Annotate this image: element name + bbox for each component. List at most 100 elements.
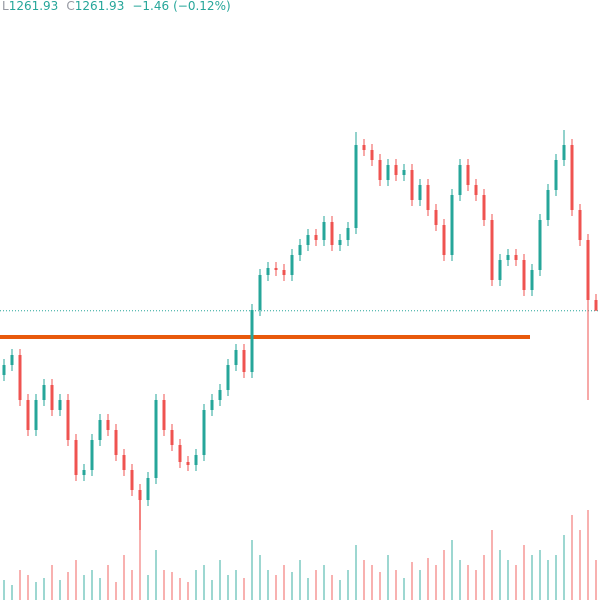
volume-bar: [107, 565, 109, 600]
candle-body: [370, 150, 374, 160]
candle-body: [34, 400, 38, 430]
volume-bar: [507, 560, 509, 600]
volume-bar: [123, 555, 125, 600]
candle-body: [394, 165, 398, 175]
volume-bar: [139, 500, 141, 600]
volume-bar: [483, 555, 485, 600]
volume-bar: [435, 565, 437, 600]
volume-bar: [547, 560, 549, 600]
volume-bar: [427, 558, 429, 600]
volume-bar: [155, 550, 157, 600]
candle-body: [490, 220, 494, 280]
candle-body: [82, 470, 86, 475]
volume-bar: [323, 565, 325, 600]
volume-bar: [35, 582, 37, 600]
volume-bar: [467, 565, 469, 600]
volume-bar: [99, 578, 101, 600]
candle-body: [170, 430, 174, 445]
volume-bar: [19, 570, 21, 600]
volume-bar: [187, 582, 189, 600]
volume-bar: [91, 570, 93, 600]
volume-bar: [275, 575, 277, 600]
candles: [2, 130, 598, 530]
volume-bar: [43, 578, 45, 600]
volume-bar: [267, 570, 269, 600]
volume-pane: [3, 500, 597, 600]
volume-bar: [235, 570, 237, 600]
volume-bar: [347, 570, 349, 600]
volume-bar: [307, 578, 309, 600]
volume-bar: [203, 565, 205, 600]
volume-bar: [491, 530, 493, 600]
volume-bar: [283, 565, 285, 600]
candle-body: [570, 145, 574, 210]
candle-body: [594, 300, 598, 311]
candle-body: [50, 385, 54, 410]
volume-bar: [171, 572, 173, 600]
volume-bar: [555, 555, 557, 600]
volume-bar: [443, 550, 445, 600]
candle-body: [186, 462, 190, 465]
volume-bar: [195, 570, 197, 600]
volume-bar: [27, 575, 29, 600]
volume-bar: [411, 562, 413, 600]
candle-body: [522, 260, 526, 290]
volume-bar: [571, 515, 573, 600]
candle-body: [514, 255, 518, 260]
overlay-lines: [0, 310, 600, 339]
candle-body: [58, 400, 62, 410]
candle-body: [338, 240, 342, 245]
volume-bar: [3, 580, 5, 600]
candle-body: [146, 478, 150, 500]
volume-bar: [395, 570, 397, 600]
volume-bar: [251, 540, 253, 600]
candle-body: [426, 185, 430, 210]
volume-bar: [595, 560, 597, 600]
candle-body: [482, 195, 486, 220]
candle-body: [42, 385, 46, 400]
volume-bar: [315, 570, 317, 600]
candle-body: [282, 270, 286, 275]
candle-body: [434, 210, 438, 225]
volume-bar: [339, 580, 341, 600]
volume-bar: [499, 550, 501, 600]
candle-body: [130, 470, 134, 490]
candle-body: [26, 400, 30, 430]
candle-body: [554, 160, 558, 190]
candle-body: [386, 165, 390, 180]
candle-body: [322, 222, 326, 240]
volume-bar: [291, 572, 293, 600]
volume-bar: [459, 560, 461, 600]
volume-bar: [11, 585, 13, 600]
candle-body: [242, 350, 246, 372]
candle-body: [234, 350, 238, 365]
volume-bar: [59, 580, 61, 600]
candle-body: [274, 268, 278, 270]
candle-body: [226, 365, 230, 390]
volume-bar: [403, 578, 405, 600]
candle-body: [2, 365, 6, 375]
volume-bar: [371, 565, 373, 600]
candle-body: [10, 355, 14, 365]
volume-bar: [243, 578, 245, 600]
volume-bar: [227, 575, 229, 600]
change: −1.46: [132, 0, 169, 13]
volume-bar: [475, 570, 477, 600]
volume-bar: [515, 565, 517, 600]
candle-body: [178, 445, 182, 462]
candle-body: [210, 400, 214, 410]
volume-bar: [451, 540, 453, 600]
candle-body: [218, 390, 222, 400]
candle-body: [586, 240, 590, 300]
volume-bar: [179, 578, 181, 600]
candle-body: [578, 210, 582, 240]
candle-body: [98, 420, 102, 440]
volume-bar: [299, 560, 301, 600]
volume-bar: [259, 555, 261, 600]
volume-bar: [115, 582, 117, 600]
ohlc-legend: L1261.93 C1261.93 −1.46 (−0.12%): [2, 0, 231, 13]
candle-body: [506, 255, 510, 260]
legend-label: L: [2, 0, 9, 13]
volume-bar: [563, 535, 565, 600]
candle-body: [114, 430, 118, 455]
